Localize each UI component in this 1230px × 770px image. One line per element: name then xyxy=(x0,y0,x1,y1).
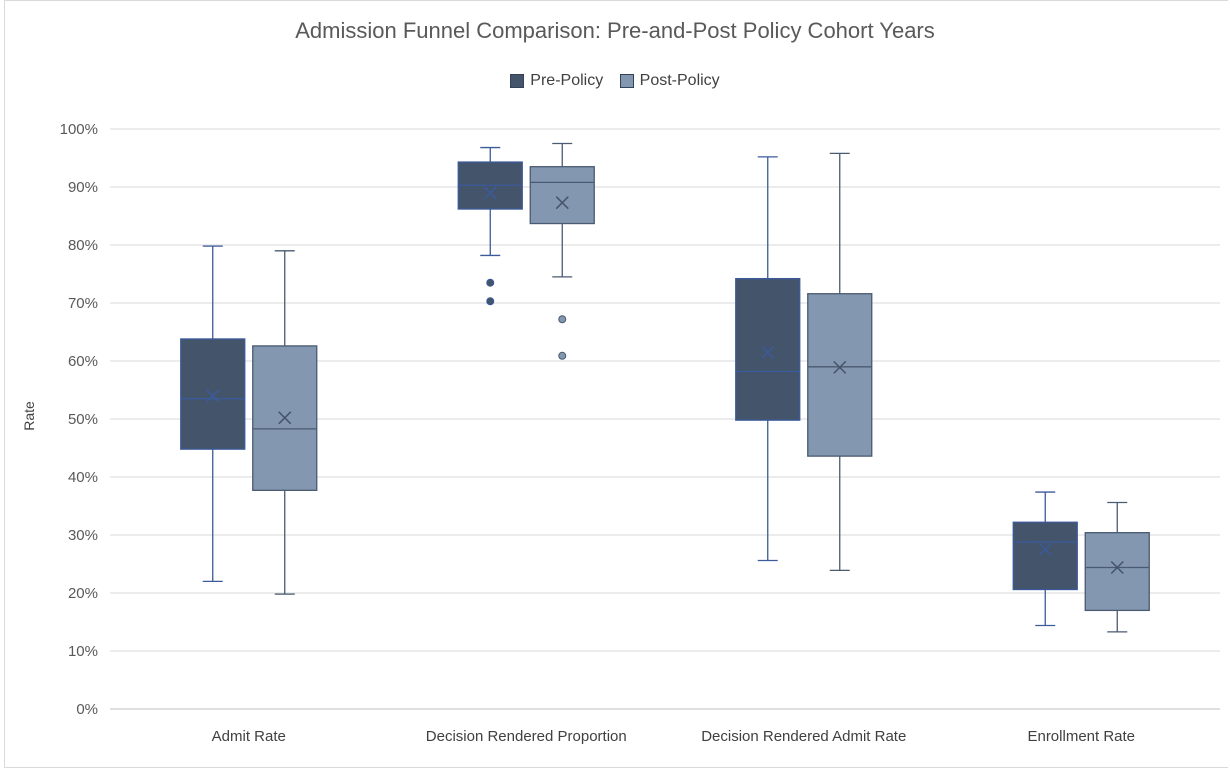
outlier-point xyxy=(558,315,567,324)
box xyxy=(1012,521,1078,591)
mean-marker xyxy=(761,345,775,359)
legend-swatch-pre-policy xyxy=(510,74,525,88)
box xyxy=(180,338,246,450)
y-tick-label: 70% xyxy=(68,295,98,312)
box xyxy=(529,166,595,225)
box xyxy=(735,277,801,421)
x-tick-label: Decision Rendered Admit Rate xyxy=(701,728,906,745)
y-tick-label: 100% xyxy=(60,121,98,138)
mean-marker xyxy=(555,196,569,210)
outlier-point xyxy=(486,278,495,287)
chart-title: Admission Funnel Comparison: Pre-and-Pos… xyxy=(295,18,935,43)
y-tick-label: 20% xyxy=(68,585,98,602)
mean-marker xyxy=(278,411,292,425)
mean-marker xyxy=(1038,542,1052,557)
mean-marker xyxy=(483,186,497,200)
box xyxy=(807,293,873,457)
mean-marker xyxy=(1110,560,1124,575)
legend-label-post-policy: Post-Policy xyxy=(639,72,720,89)
mean-marker xyxy=(206,389,220,403)
y-tick-label: 10% xyxy=(68,643,98,660)
y-tick-label: 0% xyxy=(76,701,98,718)
legend-label-pre-policy: Pre-Policy xyxy=(530,72,604,89)
legend-swatch-post-policy xyxy=(619,74,634,88)
mean-marker xyxy=(833,360,847,374)
legend-item-pre-policy: Pre-Policy xyxy=(510,72,603,90)
outlier-point xyxy=(558,351,567,360)
box xyxy=(1084,532,1150,612)
y-tick-label: 60% xyxy=(68,353,98,370)
x-tick-label: Admit Rate xyxy=(212,728,286,745)
y-tick-label: 80% xyxy=(68,237,98,254)
outlier-point xyxy=(486,297,495,306)
x-tick-label: Decision Rendered Proportion xyxy=(426,728,627,745)
legend-item-post-policy: Post-Policy xyxy=(619,72,720,90)
x-tick-label: Enrollment Rate xyxy=(1027,728,1135,745)
chart-area xyxy=(4,0,1228,768)
y-tick-label: 90% xyxy=(68,179,98,196)
y-tick-label: 30% xyxy=(68,527,98,544)
y-tick-label: 50% xyxy=(68,411,98,428)
y-tick-label: 40% xyxy=(68,469,98,486)
legend: Pre-Policy Post-Policy xyxy=(0,72,1230,93)
